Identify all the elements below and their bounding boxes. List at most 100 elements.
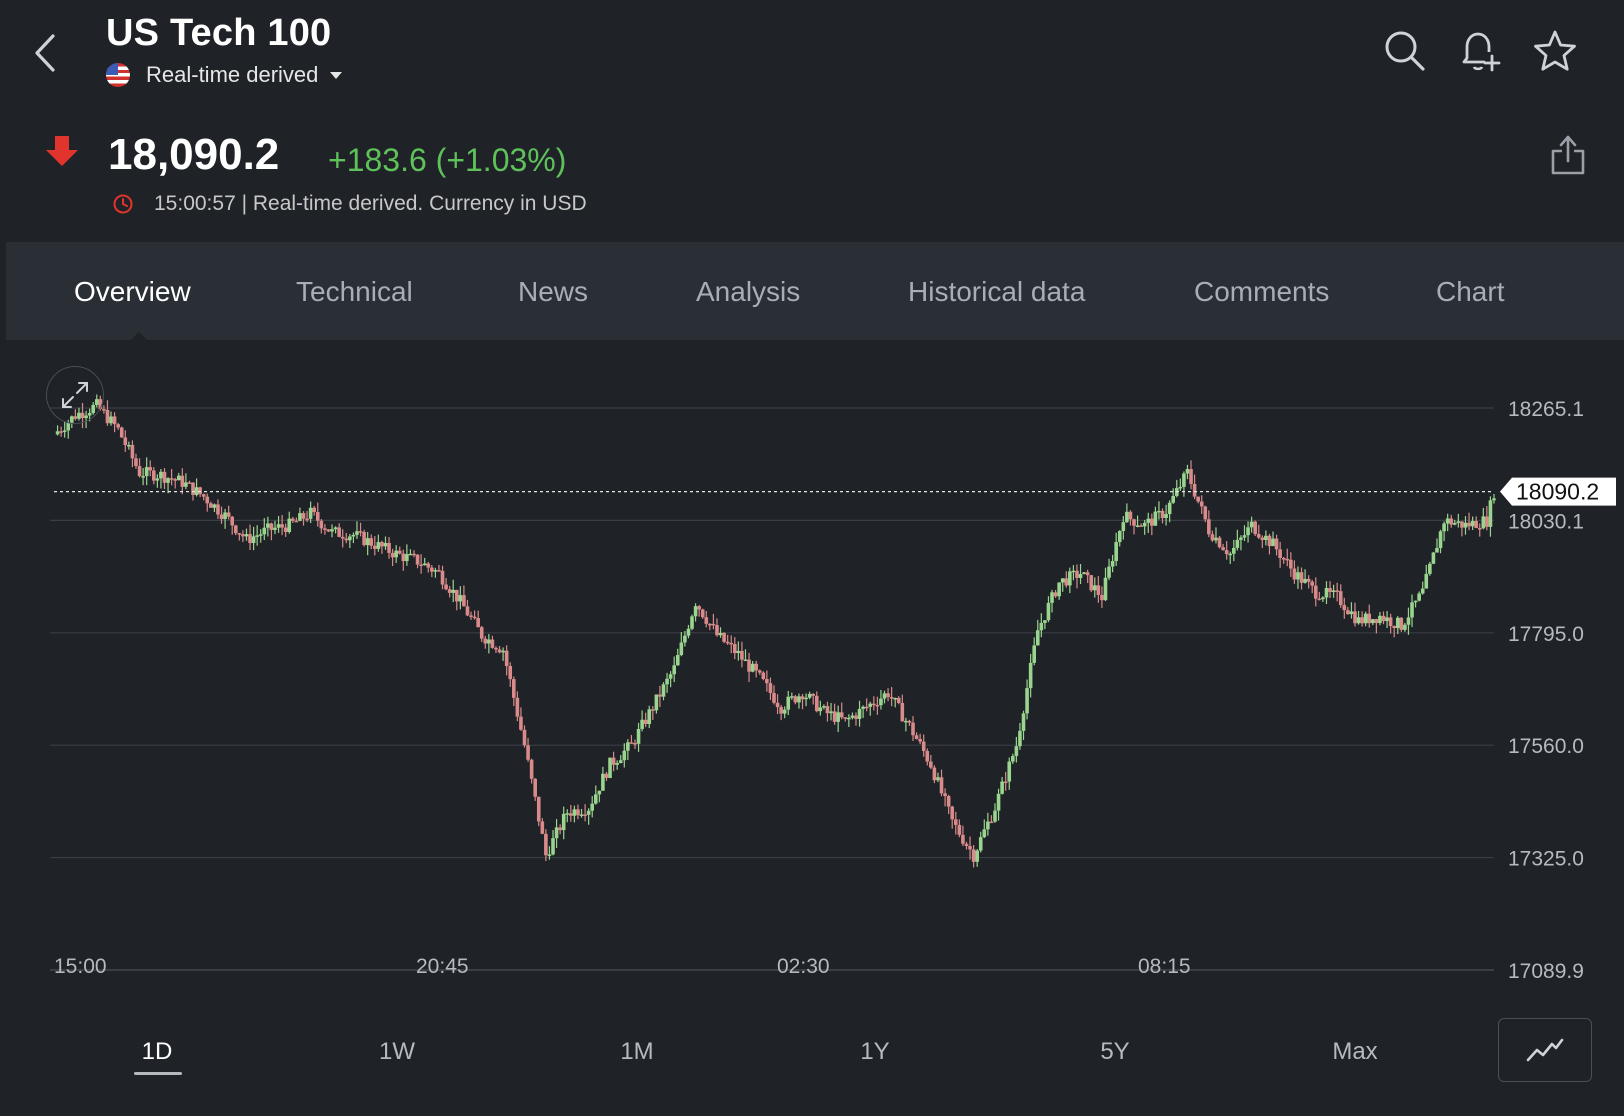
candle-body xyxy=(565,813,570,815)
candle-body xyxy=(1075,570,1079,578)
tab-chart[interactable]: Chart xyxy=(1436,276,1505,307)
candle-body xyxy=(690,616,694,629)
expand-icon xyxy=(62,382,88,408)
candle-body xyxy=(1185,469,1190,474)
candle-body xyxy=(1057,582,1061,597)
candle-body xyxy=(1064,578,1069,586)
candle-body xyxy=(590,803,595,811)
candle-body xyxy=(1349,611,1354,615)
candle-body xyxy=(148,467,153,471)
candle-body xyxy=(383,542,388,547)
candle-body xyxy=(1445,518,1450,524)
y-tick-label: 17560.0 xyxy=(1508,735,1584,758)
candle-body xyxy=(968,846,972,850)
chart-type-button[interactable] xyxy=(1498,1018,1592,1082)
candle-body xyxy=(237,533,242,535)
candle-body xyxy=(526,745,530,760)
candle-body xyxy=(544,833,548,856)
period-1m[interactable]: 1M xyxy=(620,1038,654,1065)
candle-body xyxy=(1239,537,1243,540)
candle-body xyxy=(1011,756,1015,762)
candle-body xyxy=(1492,498,1496,501)
candle-body xyxy=(144,467,149,477)
candle-body xyxy=(725,641,730,644)
price-chart[interactable]: 18265.1 18030.1 17795.0 17560.0 17325.0 17089… xyxy=(0,340,1624,1016)
candle-body xyxy=(1485,516,1489,527)
candle-body xyxy=(1203,506,1208,520)
candle-body xyxy=(679,642,684,656)
candle-body xyxy=(540,821,545,834)
bell-plus-icon xyxy=(1462,32,1501,72)
candle-body xyxy=(522,729,527,746)
tab-news[interactable]: News xyxy=(518,276,589,307)
tab-analysis[interactable]: Analysis xyxy=(696,276,801,307)
candlestick-chart[interactable]: 18265.1 18030.1 17795.0 17560.0 17325.0 17089… xyxy=(0,340,1624,1016)
quote-summary: 18,090.2 +183.6 (+1.03%) 15:00:57 | Real… xyxy=(0,130,1624,242)
data-source-dropdown[interactable]: Real-time derived xyxy=(106,62,343,88)
candle-body xyxy=(365,538,370,546)
candle-body xyxy=(1043,620,1047,623)
candle-body xyxy=(59,431,63,433)
search-button[interactable] xyxy=(1380,26,1430,76)
candle-body xyxy=(882,693,887,699)
candle-body xyxy=(1032,645,1036,663)
candle-body xyxy=(1107,566,1111,578)
expand-chart-button[interactable] xyxy=(46,366,104,424)
candle-body xyxy=(494,647,498,650)
candle-body xyxy=(119,427,124,438)
candle-body xyxy=(1403,624,1407,630)
candle-body xyxy=(1085,572,1090,576)
candle-body xyxy=(244,534,249,537)
candle-body xyxy=(269,523,274,530)
candle-body xyxy=(786,696,791,710)
watchlist-button[interactable] xyxy=(1530,26,1580,76)
tab-overview[interactable]: Overview xyxy=(74,276,191,307)
tab-comments[interactable]: Comments xyxy=(1194,276,1330,307)
candle-body xyxy=(430,567,434,572)
tab-technical[interactable]: Technical xyxy=(296,276,413,307)
candle-body xyxy=(1253,521,1257,535)
candle-body xyxy=(946,796,951,807)
candle-body xyxy=(362,531,366,546)
candle-body xyxy=(896,697,901,703)
candle-body xyxy=(301,513,306,519)
alert-button[interactable] xyxy=(1454,26,1504,76)
period-max[interactable]: Max xyxy=(1332,1038,1378,1065)
candle-body xyxy=(850,715,855,718)
period-1y[interactable]: 1Y xyxy=(860,1038,890,1065)
candle-body xyxy=(223,512,227,520)
candle-body xyxy=(647,709,652,725)
candle-body xyxy=(886,693,890,697)
tab-historical-data[interactable]: Historical data xyxy=(908,276,1086,307)
share-button[interactable] xyxy=(1548,130,1588,180)
candle-body xyxy=(344,538,349,541)
candle-body xyxy=(173,479,177,481)
period-1d[interactable]: 1D xyxy=(141,1038,173,1065)
candle-body xyxy=(597,790,602,795)
candle-body xyxy=(1278,549,1282,559)
candle-body xyxy=(793,696,798,703)
candle-body xyxy=(55,431,60,435)
candle-body xyxy=(504,650,509,667)
back-button[interactable] xyxy=(28,30,62,76)
candle-body xyxy=(1417,593,1421,601)
candle-body xyxy=(1338,591,1343,606)
candle-body xyxy=(159,471,163,479)
candle-body xyxy=(782,709,787,714)
candle-body xyxy=(932,767,937,781)
candle-body xyxy=(672,665,676,675)
candle-body xyxy=(1356,617,1361,624)
candle-body xyxy=(426,563,431,568)
candle-body xyxy=(1246,527,1250,536)
candle-body xyxy=(953,819,958,825)
period-1w[interactable]: 1W xyxy=(379,1038,415,1065)
candle-body xyxy=(921,741,926,751)
candle-body xyxy=(957,824,962,835)
candle-body xyxy=(804,697,808,700)
candle-body xyxy=(169,478,174,480)
candle-body xyxy=(633,742,637,745)
period-5y[interactable]: 5Y xyxy=(1100,1038,1130,1065)
candle-body xyxy=(1021,713,1026,731)
candle-body xyxy=(255,535,259,537)
candle-body xyxy=(1150,518,1154,526)
